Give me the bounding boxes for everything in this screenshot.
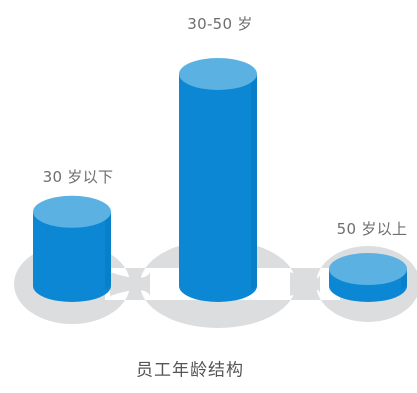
bar-30-50-shade <box>251 74 257 290</box>
data-label-over-50: 50 岁以上 <box>336 220 408 238</box>
bar-over-50 <box>329 253 407 302</box>
bar-30-50-top <box>179 58 257 90</box>
bar-over-50-top <box>329 253 407 286</box>
bar-under-30 <box>33 195 111 302</box>
chart-base-platform <box>14 240 417 328</box>
data-label-30-50: 30-50 岁 <box>187 15 253 33</box>
bar-under-30-top <box>33 195 111 228</box>
bar-under-30-body <box>33 211 111 302</box>
bar-under-30-shade <box>105 211 111 290</box>
chart-title: 员工年龄结构 <box>136 360 244 381</box>
bar-30-50-body <box>179 74 257 302</box>
bar-group <box>33 58 407 302</box>
bar-30-50 <box>179 58 257 302</box>
data-label-under-30: 30 岁以下 <box>42 168 114 186</box>
